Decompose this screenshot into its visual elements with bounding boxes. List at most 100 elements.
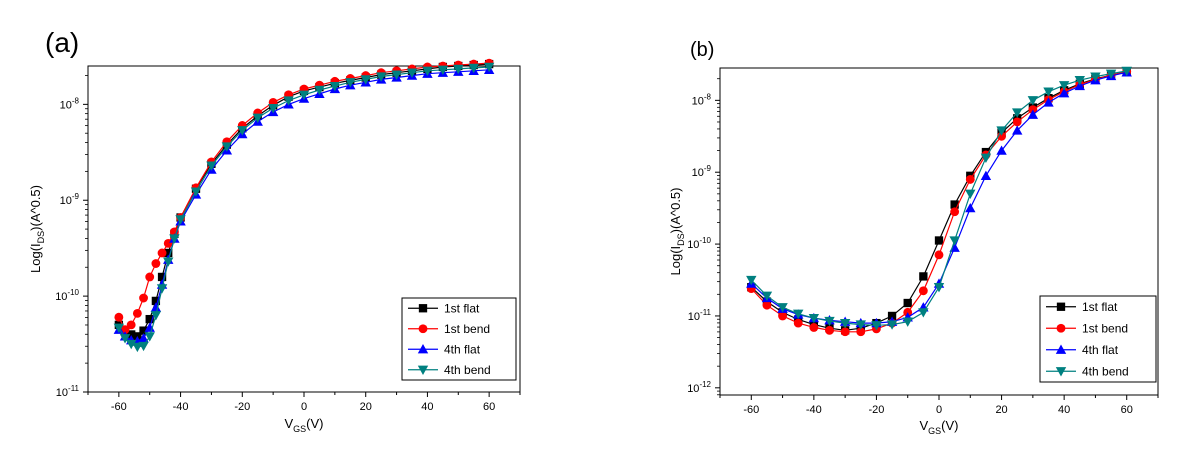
data-point (298, 90, 310, 100)
x-tick-label: -60 (743, 404, 759, 416)
data-point (157, 248, 167, 258)
data-point (934, 236, 944, 245)
data-point (453, 64, 464, 75)
data-point (150, 311, 162, 321)
x-tick-label: 60 (483, 401, 495, 413)
data-point (138, 341, 149, 352)
data-point (1090, 72, 1101, 82)
data-point (919, 272, 928, 281)
data-point (391, 70, 402, 80)
data-point (855, 320, 866, 330)
x-axis-title: VGS(V) (919, 418, 958, 436)
y-axis-title-main: Log(I (668, 246, 683, 276)
data-point (267, 104, 279, 114)
y-axis-title-sub: DS (36, 231, 46, 244)
panel-label: (a) (45, 27, 79, 58)
data-point (950, 200, 959, 209)
data-point (138, 333, 149, 343)
x-axis-title-sub: GS (928, 426, 941, 436)
y-axis-title-post: )(A^0.5) (668, 188, 683, 234)
panel-b: (b)-60 -40 -20 0 20 40 6010-1210-1110-1010-910… (668, 39, 1159, 436)
x-axis-title-main: V (284, 416, 293, 431)
y-tick-label: 10-11 (56, 384, 80, 399)
x-tick-label: -40 (173, 401, 189, 413)
y-tick-base: 10 (688, 311, 700, 323)
y-axis-title: Log(IDS)(A^0.5) (28, 185, 46, 273)
x-tick-label: -40 (806, 404, 822, 416)
data-point (886, 320, 898, 330)
data-point (934, 250, 944, 260)
data-point (1058, 81, 1070, 91)
y-tick-label: 10-8 (60, 96, 80, 111)
data-point (950, 207, 960, 217)
y-tick-exponent: -10 (67, 288, 79, 297)
data-point (314, 85, 325, 96)
data-point (406, 68, 418, 78)
x-axis-title-unit: (V) (941, 418, 958, 433)
x-tick-label: -60 (111, 401, 127, 413)
data-point (793, 318, 803, 328)
data-point (840, 327, 850, 337)
y-tick-exponent: -11 (68, 384, 80, 393)
y-tick-base: 10 (60, 195, 72, 207)
data-point (1012, 117, 1022, 127)
data-point (145, 314, 154, 324)
data-point (1121, 66, 1132, 77)
x-tick-label: 40 (421, 401, 433, 413)
data-point (150, 302, 162, 312)
data-point (777, 303, 788, 313)
data-point (793, 309, 804, 319)
x-axis-title: VGS(V) (284, 416, 323, 434)
y-tick-exponent: -10 (699, 236, 711, 245)
data-point (933, 283, 945, 293)
data-point (345, 78, 356, 88)
x-tick-label: -20 (868, 404, 884, 416)
y-tick-exponent: -9 (704, 164, 712, 173)
data-point (422, 66, 433, 76)
data-point (113, 323, 125, 333)
y-tick-base: 10 (692, 95, 704, 107)
y-axis-title-main: Log(I (28, 243, 43, 273)
y-tick-exponent: -8 (72, 96, 80, 105)
legend-marker (417, 344, 429, 354)
data-point (980, 170, 992, 180)
data-point (1058, 87, 1070, 98)
data-point (164, 248, 173, 258)
y-tick-base: 10 (692, 167, 704, 179)
data-point (145, 272, 155, 282)
data-point (190, 187, 202, 197)
data-point (809, 323, 819, 332)
y-tick-label: 10-9 (692, 164, 712, 179)
data-point (126, 320, 136, 330)
data-point (1012, 125, 1023, 135)
data-point (996, 126, 1007, 136)
data-point (918, 286, 928, 296)
y-axis-title-post: )(A^0.5) (28, 185, 43, 231)
y-tick-base: 10 (60, 99, 72, 111)
data-point (762, 300, 772, 310)
legend-label: 1st flat (444, 301, 480, 315)
y-axis-title-sub: DS (676, 233, 686, 246)
data-point (903, 298, 912, 308)
y-tick-base: 10 (687, 239, 699, 251)
data-point (871, 321, 882, 331)
data-point (139, 293, 148, 303)
data-point (1074, 76, 1085, 86)
data-point (156, 284, 168, 294)
y-tick-label: 10-10 (55, 288, 79, 303)
data-point (127, 330, 136, 339)
data-point (746, 275, 757, 286)
data-point (980, 153, 992, 164)
data-point (139, 326, 148, 335)
x-tick-label: -20 (234, 401, 250, 413)
data-point (329, 81, 341, 92)
data-point (483, 62, 495, 73)
legend-label: 4th bend (444, 363, 491, 377)
data-point (902, 317, 913, 327)
y-tick-exponent: -11 (700, 308, 712, 317)
data-point (132, 308, 142, 318)
legend-marker (418, 304, 428, 313)
data-point (114, 312, 124, 322)
